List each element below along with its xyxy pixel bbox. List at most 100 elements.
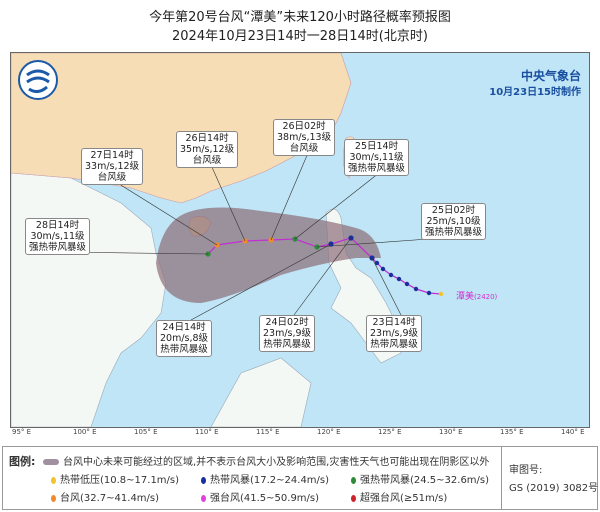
- longitude-label: 110° E: [195, 428, 219, 436]
- callout-time: 24日14时: [162, 322, 206, 333]
- typhoon-id: (2420): [474, 293, 498, 301]
- callout-category: 台风级: [192, 155, 222, 166]
- longitude-label: 130° E: [439, 428, 463, 436]
- callout-line: [293, 237, 352, 316]
- legend-item: 热带低压(10.8~17.1m/s): [51, 471, 179, 486]
- forecast-callout: 26日02时 38m/s,13级 台风级: [273, 119, 336, 156]
- callout-line: [115, 181, 218, 246]
- forecast-callout: 25日02时 25m/s,10级 强热带风暴级: [421, 203, 487, 240]
- legend-label: 强热带风暴(24.5~32.6m/s): [360, 475, 490, 486]
- legend-divider: [501, 447, 502, 509]
- callout-time: 27日14时: [90, 150, 134, 161]
- callout-category: 热带风暴级: [370, 339, 418, 350]
- callout-category: 强热带风暴级: [29, 242, 87, 253]
- map-title: 今年第20号台风“潭美”未来120小时路径概率预报图: [149, 10, 451, 25]
- callout-category: 强热带风暴级: [348, 163, 406, 174]
- legend-label: 热带风暴(17.2~24.4m/s): [210, 475, 330, 486]
- map-subtitle: 2024年10月23日14时一28日14时(北京时): [172, 29, 428, 44]
- legend-label: 热带低压(10.8~17.1m/s): [60, 475, 180, 486]
- longitude-label: 100° E: [73, 428, 97, 436]
- indochina-land: [11, 172, 167, 427]
- callout-time: 25日02时: [431, 205, 476, 216]
- logo-icon: [18, 60, 58, 100]
- callout-wind: 38m/s,13级: [277, 132, 332, 143]
- callout-wind: 25m/s,10级: [426, 216, 481, 227]
- observed-point: [426, 290, 432, 296]
- forecast-callout: 24日14时 20m/s,8级 热带风暴级: [156, 320, 213, 357]
- callout-line: [294, 172, 380, 240]
- observed-point: [388, 272, 394, 278]
- callout-time: 25日14时: [354, 141, 399, 152]
- legend-dot-icon: [201, 494, 206, 502]
- legend-item: 强台风(41.5~50.9m/s): [201, 489, 319, 504]
- longitude-label: 125° E: [378, 428, 402, 436]
- issued-time: 10月23日15时制作: [489, 87, 581, 98]
- approval-number: GS (2019) 3082号: [509, 483, 599, 494]
- longitude-label: 115° E: [256, 428, 280, 436]
- callout-wind: 30m/s,11级: [349, 152, 404, 163]
- legend-title: 图例:: [9, 455, 36, 468]
- map-area: 中央气象台 10月23日15时制作 潭美(2420) 28日14时 30m/s,1…: [10, 52, 590, 428]
- cone-text: 台风中心未来可能经过的区域,并不表示台风大小及影响范围,灾害性天气也可能出现在阴…: [63, 457, 490, 468]
- approval-label: 审图号:: [509, 465, 543, 476]
- observed-point: [413, 286, 419, 292]
- typhoon-name: 潭美: [456, 292, 475, 302]
- forecast-callout: 26日14时 35m/s,12级 台风级: [176, 131, 239, 168]
- forecast-callout: 23日14时 23m/s,9级 热带风暴级: [366, 315, 423, 352]
- legend-label: 强台风(41.5~50.9m/s): [210, 493, 320, 504]
- callout-line: [371, 257, 402, 316]
- legend-dot-icon: [351, 476, 356, 484]
- callout-time: 28日14时: [35, 220, 80, 231]
- callout-line: [210, 164, 246, 242]
- longitude-label: 120° E: [317, 428, 341, 436]
- callout-category: 热带风暴级: [160, 344, 208, 355]
- callout-wind: 23m/s,9级: [263, 328, 312, 339]
- legend: 图例: 台风中心未来可能经过的区域,并不表示台风大小及影响范围,灾害性天气也可能…: [2, 446, 598, 510]
- longitude-label: 105° E: [134, 428, 158, 436]
- probability-cone: [156, 207, 381, 303]
- callout-wind: 23m/s,9级: [370, 328, 419, 339]
- callout-wind: 35m/s,12级: [180, 144, 235, 155]
- observed-point: [374, 260, 380, 266]
- callout-wind: 20m/s,8级: [160, 333, 209, 344]
- forecast-callout: 28日14时 30m/s,11级 强热带风暴级: [25, 218, 91, 255]
- observed-point: [380, 266, 386, 272]
- callout-category: 台风级: [289, 143, 319, 154]
- legend-dot-icon: [201, 476, 206, 484]
- longitude-label: 95° E: [12, 428, 32, 436]
- legend-dot-icon: [351, 494, 356, 502]
- callout-time: 26日14时: [185, 133, 229, 144]
- callout-time: 24日02时: [265, 317, 309, 328]
- observed-point: [396, 276, 402, 282]
- legend-cone: 台风中心未来可能经过的区域,并不表示台风大小及影响范围,灾害性天气也可能出现在阴…: [43, 453, 489, 468]
- longitude-label: 135° E: [500, 428, 524, 436]
- callout-line: [190, 243, 332, 321]
- callout-time: 23日14时: [372, 317, 416, 328]
- observed-point: [438, 291, 444, 297]
- callout-wind: 33m/s,12级: [85, 161, 140, 172]
- callout-category: 强热带风暴级: [425, 227, 483, 238]
- legend-label: 超强台风(≥51m/s): [360, 493, 448, 504]
- legend-dot-icon: [51, 494, 56, 502]
- borneo-land: [210, 357, 312, 427]
- legend-item: 强热带风暴(24.5~32.6m/s): [351, 471, 489, 486]
- callout-wind: 30m/s,11级: [30, 231, 85, 242]
- forecast-callout: 25日14时 30m/s,11级 强热带风暴级: [344, 139, 410, 176]
- forecast-callout: 27日14时 33m/s,12级 台风级: [81, 148, 144, 185]
- callout-category: 台风级: [97, 172, 127, 183]
- typhoon-name-label: 潭美(2420): [456, 289, 497, 302]
- forecast-point: [369, 255, 375, 261]
- agency-name: 中央气象台: [520, 69, 581, 83]
- legend-item: 热带风暴(17.2~24.4m/s): [201, 471, 329, 486]
- forecast-callout: 24日02时 23m/s,9级 热带风暴级: [259, 315, 316, 352]
- callout-line: [270, 152, 309, 241]
- callout-category: 热带风暴级: [263, 339, 311, 350]
- map-svg: [11, 53, 457, 427]
- legend-label: 台风(32.7~41.4m/s): [60, 493, 160, 504]
- legend-item: 超强台风(≥51m/s): [351, 489, 447, 504]
- cone-swatch-icon: [43, 459, 59, 465]
- longitude-label: 140° E: [561, 428, 585, 436]
- legend-item: 台风(32.7~41.4m/s): [51, 489, 159, 504]
- callout-time: 26日02时: [282, 121, 326, 132]
